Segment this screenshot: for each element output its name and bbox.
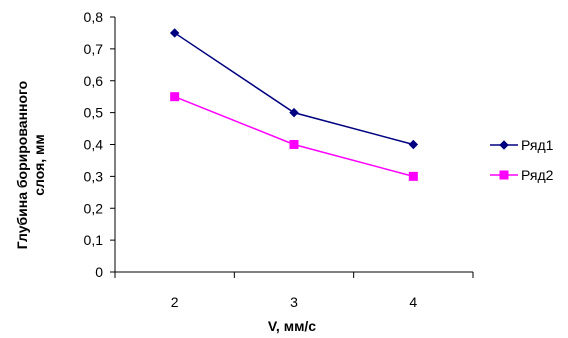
y-tick-label: 0,7	[84, 41, 104, 57]
y-axis-title-line-1: Глубина борированного	[14, 81, 30, 249]
series-line-1	[174, 32, 414, 146]
legend-label-2: Ряд2	[521, 167, 554, 183]
data-point-square	[289, 140, 299, 149]
y-tick-label: 0,4	[84, 137, 104, 153]
y-tick-label: 0,8	[84, 9, 104, 25]
legend: Ряд1 Ряд2	[490, 137, 554, 183]
x-tick-label: 2	[171, 294, 179, 310]
x-tick-label: 4	[409, 294, 417, 310]
data-point-square	[170, 92, 180, 102]
data-point-diamond	[289, 107, 299, 118]
y-tick-label: 0,1	[84, 232, 104, 248]
data-point-diamond	[499, 140, 509, 150]
y-tick-label: 0,3	[84, 168, 104, 184]
y-axis-title-line-2: слоя, мм	[31, 134, 47, 196]
y-tick-label: 0,6	[84, 73, 104, 89]
data-point-square	[499, 170, 509, 180]
plot-area: 0 0,1 0,2 0,3 0,4 0,5 0,6 0,7 0,8 2 3 4	[84, 9, 474, 310]
data-point-diamond	[408, 139, 419, 150]
x-tick-label: 3	[290, 294, 298, 310]
data-point-square	[408, 171, 418, 181]
x-axis-title: V, мм/с	[268, 318, 316, 334]
y-tick-label: 0,2	[84, 200, 104, 216]
y-tick-label: 0,5	[84, 105, 104, 121]
data-point-diamond	[169, 28, 180, 38]
y-tick-label: 0	[95, 264, 103, 280]
legend-label-1: Ряд1	[521, 137, 554, 153]
